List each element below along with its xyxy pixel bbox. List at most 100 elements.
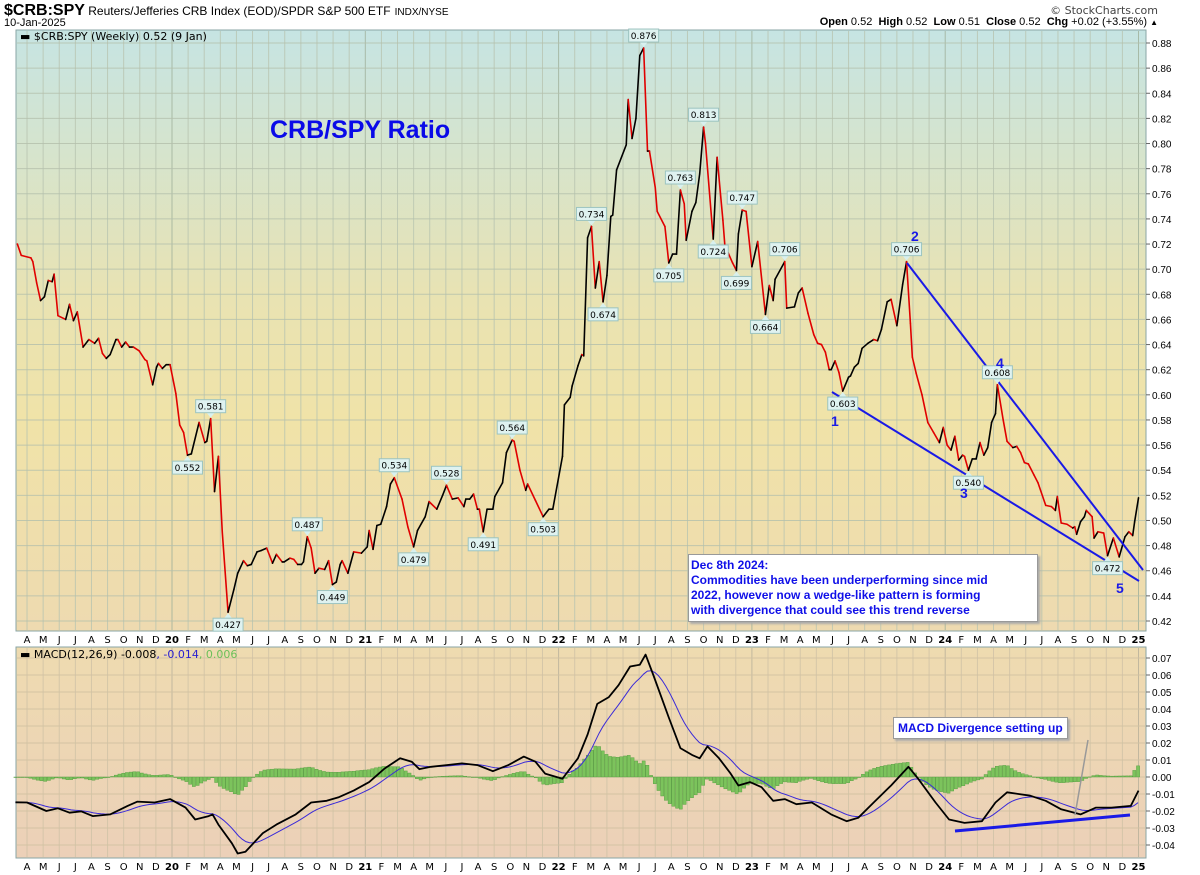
price-segment bbox=[463, 498, 467, 508]
price-segment bbox=[505, 439, 514, 454]
wave-label-3: 3 bbox=[960, 485, 968, 501]
histogram-bar bbox=[76, 776, 81, 779]
price-segment bbox=[209, 417, 216, 493]
histogram-bar bbox=[296, 768, 300, 778]
x-tick-label: O bbox=[506, 862, 514, 873]
x-tick-label: D bbox=[345, 635, 353, 646]
x-tick-label: M bbox=[39, 862, 48, 873]
price-segment bbox=[318, 567, 326, 571]
price-segment bbox=[867, 338, 875, 345]
callout-box bbox=[726, 190, 758, 205]
callout-value: 0.552 bbox=[175, 464, 201, 474]
histogram-bar bbox=[1128, 775, 1133, 778]
price-segment bbox=[927, 421, 935, 434]
high-label: High bbox=[878, 16, 903, 28]
y-tick-label: 0.86 bbox=[1152, 64, 1172, 75]
callout-value: 0.540 bbox=[956, 479, 982, 489]
callout-box bbox=[749, 319, 781, 334]
value-callout: 0.603 bbox=[827, 392, 859, 411]
histogram-bar bbox=[69, 776, 73, 780]
histogram-bar bbox=[1035, 776, 1040, 779]
histogram-bar bbox=[968, 776, 973, 783]
histogram-bar bbox=[868, 769, 873, 778]
histogram-bar bbox=[705, 776, 709, 780]
price-segment bbox=[849, 366, 856, 377]
x-tick-label: A bbox=[281, 862, 288, 873]
histogram-bar bbox=[1058, 776, 1062, 783]
histogram-bar bbox=[1039, 776, 1044, 779]
histogram-bar bbox=[344, 771, 349, 778]
histogram-bar bbox=[277, 768, 282, 778]
annotation-note: Dec 8th 2024: Commodities have been unde… bbox=[688, 554, 1038, 622]
histogram-bar bbox=[180, 776, 185, 781]
price-segment bbox=[35, 282, 42, 302]
y-tick-label: 0.54 bbox=[1152, 466, 1172, 477]
value-callout: 0.581 bbox=[195, 399, 227, 418]
value-callout: 0.491 bbox=[467, 532, 499, 552]
histogram-bar bbox=[928, 776, 932, 788]
histogram-bar bbox=[125, 772, 129, 778]
histogram-bar bbox=[188, 776, 192, 785]
x-tick-label: O bbox=[120, 635, 128, 646]
price-segment bbox=[685, 210, 693, 242]
histogram-bar bbox=[679, 776, 683, 810]
x-tick-label: F bbox=[572, 635, 578, 646]
x-tick-label: A bbox=[475, 635, 482, 646]
price-segment bbox=[366, 529, 370, 548]
signal-line bbox=[15, 670, 1139, 844]
callout-box bbox=[688, 107, 720, 122]
x-tick-label: A bbox=[410, 862, 417, 873]
histogram-bar bbox=[1013, 770, 1018, 778]
price-segment bbox=[482, 508, 488, 533]
open-value: 0.52 bbox=[850, 16, 873, 28]
price-segment bbox=[76, 311, 84, 348]
histogram-bar bbox=[786, 776, 791, 783]
histogram-bar bbox=[846, 776, 850, 783]
histogram-bar bbox=[400, 768, 404, 778]
price-segment bbox=[841, 376, 850, 392]
histogram-bar bbox=[1009, 768, 1014, 778]
histogram-bar bbox=[816, 776, 821, 782]
price-segment bbox=[82, 338, 90, 348]
callout-value: 0.479 bbox=[401, 556, 427, 566]
callout-pointer bbox=[599, 302, 608, 308]
x-tick-label: 20 bbox=[165, 862, 179, 873]
histogram-bar bbox=[1043, 776, 1047, 780]
legend-dash-icon: ▬ bbox=[20, 30, 34, 43]
price-segment bbox=[265, 547, 274, 564]
price-segment bbox=[1002, 419, 1008, 443]
price-segment bbox=[594, 260, 600, 289]
x-tick-label: M bbox=[232, 862, 241, 873]
histogram-bar bbox=[511, 773, 516, 778]
callout-value: 0.503 bbox=[530, 526, 556, 536]
histogram-bar bbox=[91, 776, 96, 781]
x-tick-label: D bbox=[925, 862, 933, 873]
histogram-bar bbox=[1032, 776, 1036, 778]
x-tick-label: A bbox=[604, 862, 611, 873]
x-tick-label: J bbox=[1039, 862, 1043, 873]
callout-value: 0.664 bbox=[753, 323, 779, 333]
histogram-bar bbox=[169, 775, 174, 778]
x-tick-label: J bbox=[250, 862, 254, 873]
price-segment bbox=[385, 483, 392, 508]
price-segment bbox=[679, 189, 686, 205]
callout-box bbox=[467, 537, 499, 552]
x-tick-label: 24 bbox=[938, 635, 952, 646]
histogram-bar bbox=[173, 776, 178, 778]
histogram-bar bbox=[426, 776, 430, 779]
price-segment bbox=[954, 435, 960, 461]
histogram-bar bbox=[333, 772, 337, 778]
histogram-bar bbox=[455, 775, 460, 778]
histogram-bar bbox=[600, 750, 605, 778]
histogram-bar bbox=[1132, 770, 1137, 778]
x-tick-label: N bbox=[523, 862, 530, 873]
price-segment bbox=[205, 417, 212, 443]
y-tick-label: 0.64 bbox=[1152, 341, 1172, 352]
histogram-bar bbox=[972, 776, 977, 782]
value-callout: 0.427 bbox=[212, 613, 244, 632]
copyright: © StockCharts.com bbox=[1050, 4, 1158, 17]
histogram-bar bbox=[266, 769, 271, 778]
x-tick-label: M bbox=[812, 635, 821, 646]
price-segment bbox=[901, 260, 908, 286]
histogram-bar bbox=[768, 776, 772, 789]
